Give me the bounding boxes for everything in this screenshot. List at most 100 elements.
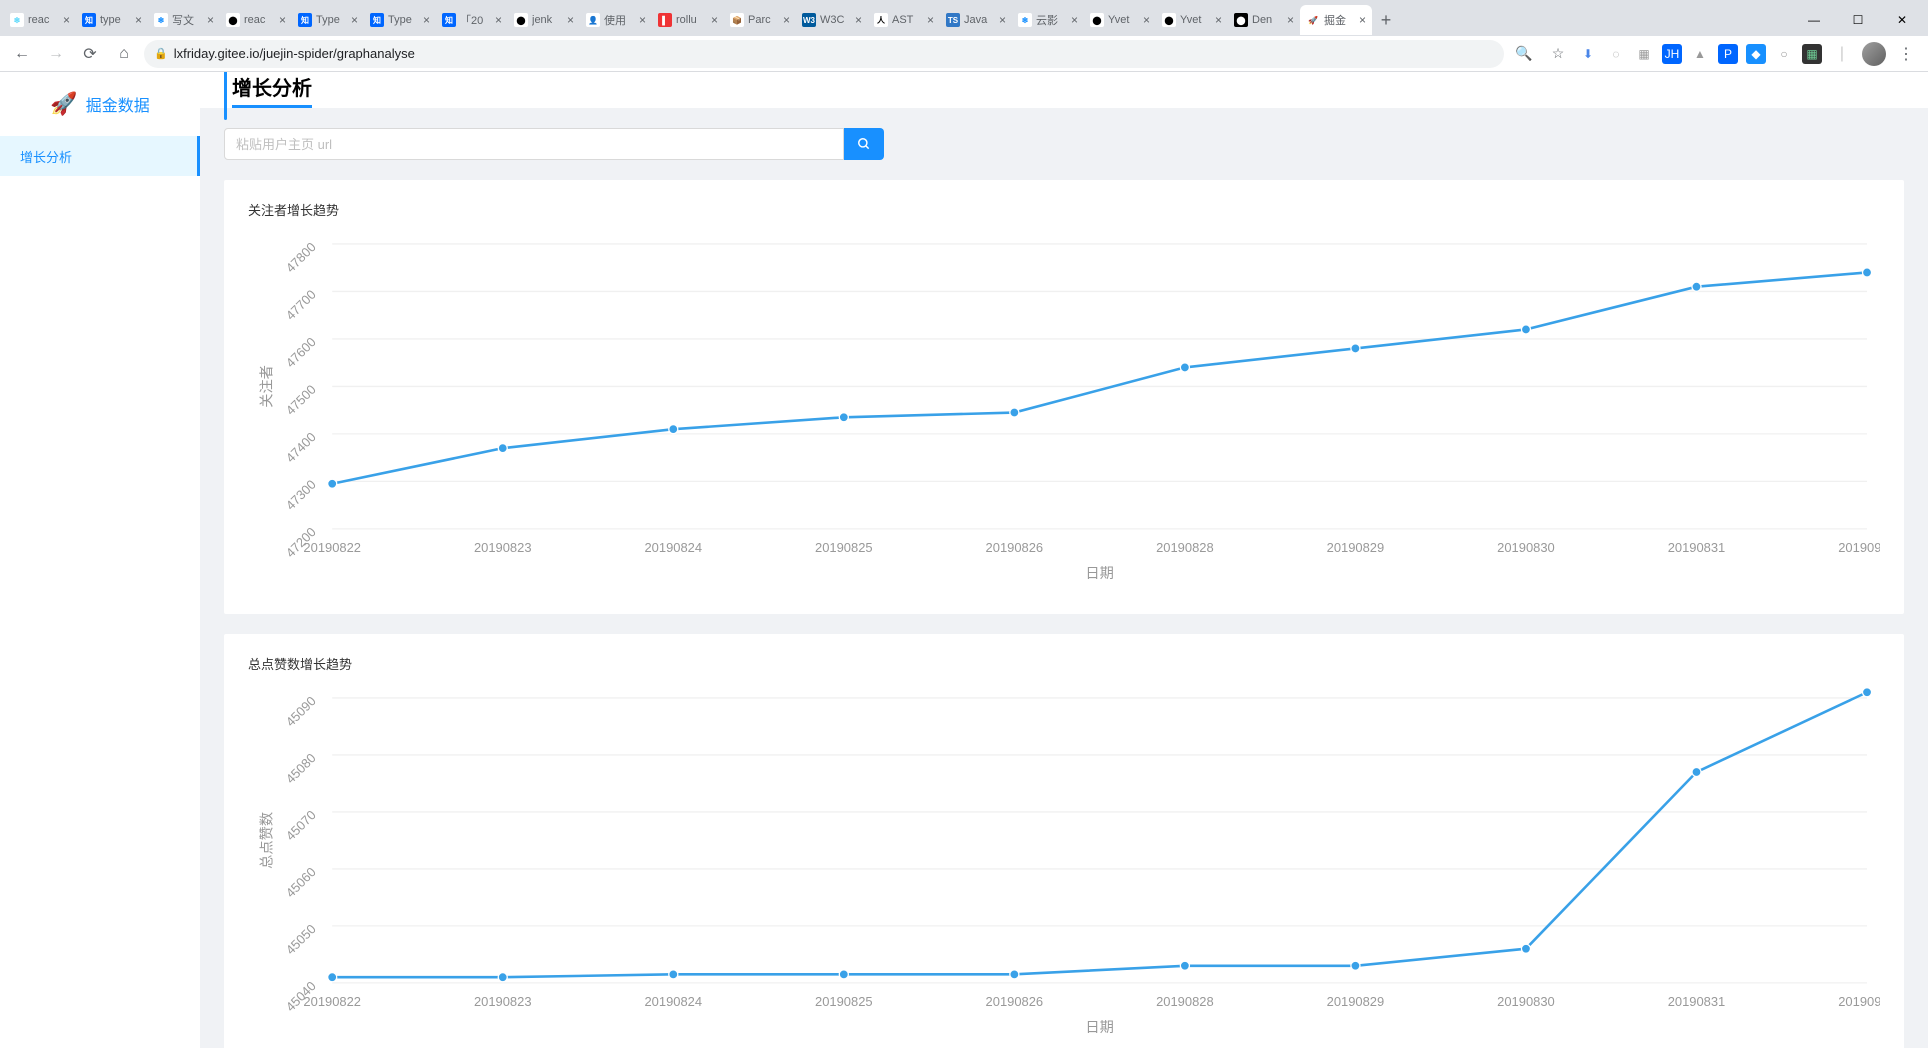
tab-close-icon[interactable]: × [927,13,934,27]
chart-title: 总点赞数增长趋势 [248,654,1880,673]
tab-title: 写文 [172,12,203,28]
tab-favicon: 知 [298,13,312,27]
tab-favicon: 🚀 [1306,13,1320,27]
tab-favicon: ⬤ [1090,13,1104,27]
tab-close-icon[interactable]: × [1071,13,1078,27]
extension-icons: ⬇ ◌ ▦ JH ▲ P ◆ ○ ▦ [1578,44,1822,64]
svg-text:47300: 47300 [283,477,319,513]
svg-text:20190823: 20190823 [474,540,532,555]
followers-line-chart: 4720047300474004750047600477004780020190… [248,231,1880,594]
star-icon[interactable]: ☆ [1544,40,1572,68]
tab-favicon: 👤 [586,13,600,27]
search-button[interactable] [844,128,884,160]
extension-icon[interactable]: ◆ [1746,44,1766,64]
browser-tab[interactable]: 🚀掘金× [1300,5,1372,35]
browser-tab[interactable]: ⬤Yvet× [1156,5,1228,35]
extension-icon[interactable]: ◌ [1606,44,1626,64]
tab-close-icon[interactable]: × [495,13,502,27]
tab-close-icon[interactable]: × [567,13,574,27]
extension-icon[interactable]: JH [1662,44,1682,64]
tab-close-icon[interactable]: × [1143,13,1150,27]
extension-icon[interactable]: ▦ [1634,44,1654,64]
browser-tab[interactable]: ⬤Yvet× [1084,5,1156,35]
tab-close-icon[interactable]: × [855,13,862,27]
browser-tab[interactable]: 📦Parc× [724,5,796,35]
back-button[interactable]: ← [8,40,36,68]
home-button[interactable]: ⌂ [110,40,138,68]
tab-close-icon[interactable]: × [351,13,358,27]
tab-title: 使用 [604,12,635,28]
sidebar-item-growth-analysis[interactable]: 增长分析 [0,136,200,176]
svg-text:20190830: 20190830 [1497,994,1555,1009]
search-icon[interactable]: 🔍 [1510,40,1538,68]
followers-chart-card: 关注者增长趋势 47200473004740047500476004770047… [224,180,1904,614]
extension-icon[interactable]: ▦ [1802,44,1822,64]
tab-close-icon[interactable]: × [1359,13,1366,27]
tab-close-icon[interactable]: × [639,13,646,27]
browser-tab[interactable]: 人AST× [868,5,940,35]
browser-tab[interactable]: ⬤Den× [1228,5,1300,35]
browser-tab[interactable]: ❄写文× [148,5,220,35]
divider: | [1828,40,1856,68]
browser-tab[interactable]: ⬤jenk× [508,5,580,35]
tab-close-icon[interactable]: × [783,13,790,27]
tab-title: Type [388,14,419,26]
svg-text:20190829: 20190829 [1327,540,1385,555]
window-controls: —☐✕ [1792,5,1924,35]
new-tab-button[interactable]: + [1372,6,1400,34]
extension-icon[interactable]: ⬇ [1578,44,1598,64]
url-input[interactable] [224,128,844,160]
reload-button[interactable]: ⟳ [76,40,104,68]
extension-icon[interactable]: ○ [1774,44,1794,64]
tab-close-icon[interactable]: × [135,13,142,27]
maximize-button[interactable]: ☐ [1836,5,1880,35]
svg-text:20190828: 20190828 [1156,994,1214,1009]
browser-tab[interactable]: 知「20× [436,5,508,35]
browser-tab[interactable]: W3W3C× [796,5,868,35]
sidebar-item-label: 增长分析 [20,147,72,166]
tab-favicon: TS [946,13,960,27]
url-text: lxfriday.gitee.io/juejin-spider/graphana… [174,46,415,61]
tab-close-icon[interactable]: × [423,13,430,27]
tab-close-icon[interactable]: × [279,13,286,27]
svg-text:47400: 47400 [283,429,319,465]
tab-close-icon[interactable]: × [999,13,1006,27]
svg-text:20190826: 20190826 [986,540,1044,555]
address-bar-row: ← → ⟳ ⌂ 🔒 lxfriday.gitee.io/juejin-spide… [0,36,1928,72]
browser-tab[interactable]: ❄reac× [4,5,76,35]
tab-close-icon[interactable]: × [207,13,214,27]
svg-text:总点赞数: 总点赞数 [258,812,275,869]
menu-icon[interactable]: ⋮ [1892,40,1920,68]
svg-text:20190831: 20190831 [1668,540,1726,555]
browser-tab[interactable]: ⬤reac× [220,5,292,35]
browser-tab[interactable]: 知Type× [292,5,364,35]
tab-favicon: 知 [82,13,96,27]
close-button[interactable]: ✕ [1880,5,1924,35]
tab-title: reac [28,14,59,26]
tab-close-icon[interactable]: × [711,13,718,27]
extension-icon[interactable]: ▲ [1690,44,1710,64]
tab-close-icon[interactable]: × [63,13,70,27]
extension-icon[interactable]: P [1718,44,1738,64]
browser-tab[interactable]: TSJava× [940,5,1012,35]
search-row [224,128,1904,160]
address-bar[interactable]: 🔒 lxfriday.gitee.io/juejin-spider/grapha… [144,40,1504,68]
browser-tab[interactable]: ❄云影× [1012,5,1084,35]
minimize-button[interactable]: — [1792,5,1836,35]
logo[interactable]: 🚀 掘金数据 [0,72,200,136]
svg-text:20190823: 20190823 [474,994,532,1009]
browser-tab[interactable]: 知type× [76,5,148,35]
svg-text:关注者: 关注者 [258,365,275,408]
tab-close-icon[interactable]: × [1215,13,1222,27]
sidebar: 🚀 掘金数据 增长分析 [0,72,200,1048]
svg-text:45090: 45090 [283,693,319,729]
svg-text:20190830: 20190830 [1497,540,1555,555]
chart-title: 关注者增长趋势 [248,200,1880,219]
forward-button[interactable]: → [42,40,70,68]
tab-close-icon[interactable]: × [1287,13,1294,27]
browser-tab[interactable]: 👤 使用 × [580,5,652,35]
browser-tab[interactable]: 知Type× [364,5,436,35]
profile-avatar[interactable] [1862,42,1886,66]
logo-text: 掘金数据 [86,92,150,116]
browser-tab[interactable]: ▌rollu× [652,5,724,35]
